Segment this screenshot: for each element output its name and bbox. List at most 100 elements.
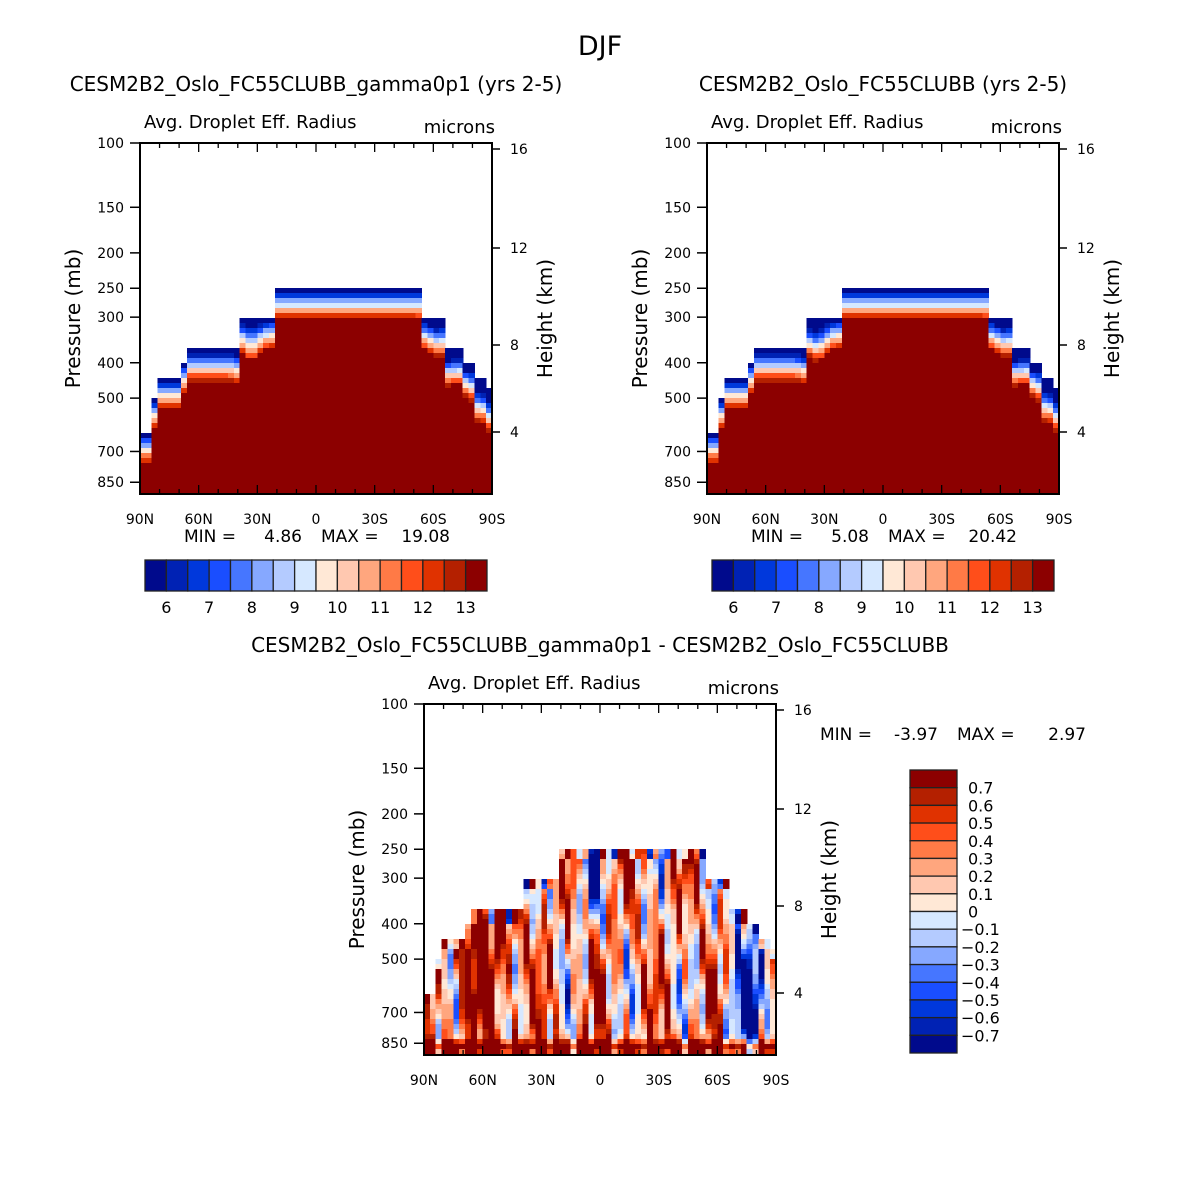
contour-cell [953,473,960,479]
contour-cell [404,308,411,314]
contour-cell [339,293,346,299]
contour-cell [877,468,884,474]
contour-cell [965,338,972,344]
contour-cell [445,478,452,484]
contour-cell [1047,403,1054,409]
contour-cell [941,423,949,429]
contour-cell [239,383,247,389]
contour-cell [151,478,159,484]
contour-cell [953,308,960,314]
contour-cell [163,473,170,479]
contour-cell [1035,398,1042,404]
contour-cell [494,914,501,920]
contour-cell [924,378,931,384]
contour-cell [447,999,454,1005]
contour-cell [971,393,978,399]
contour-cell [830,483,837,489]
contour-cell [877,438,884,444]
contour-cell [228,438,235,444]
contour-cell [424,994,431,1000]
contour-cell [795,488,802,494]
contour-cell [310,488,317,494]
contour-cell [239,398,247,404]
contour-cell [228,423,235,429]
contour-cell [233,393,241,399]
contour-cell [818,393,825,399]
contour-cell [321,343,329,349]
contour-cell [976,333,984,339]
contour-cell [327,423,335,429]
contour-cell [476,1014,484,1020]
contour-cell [800,358,808,364]
contour-cell [398,333,405,339]
contour-cell [450,363,458,369]
contour-cell [351,443,358,449]
contour-cell [292,343,299,349]
contour-cell [339,318,346,324]
contour-cell [368,488,376,494]
contour-cell [859,323,866,329]
contour-cell [836,403,843,409]
contour-cell [517,1039,525,1045]
contour-cell [380,408,387,414]
contour-cell [859,393,866,399]
contour-cell [1012,413,1019,419]
contour-cell [965,398,972,404]
contour-cell [468,453,475,459]
contour-cell [263,453,270,459]
contour-cell [535,1024,542,1030]
contour-cell [906,423,913,429]
contour-cell [228,433,235,439]
contour-cell [181,373,188,379]
contour-cell [947,428,954,434]
contour-cell [718,438,726,444]
contour-cell [795,463,802,469]
contour-cell [368,308,376,314]
contour-cell [1029,428,1037,434]
contour-cell [800,488,808,494]
contour-cell [841,458,849,464]
contour-cell [971,348,978,354]
contour-cell [181,438,188,444]
contour-cell [1023,388,1031,394]
contour-cell [1006,378,1013,384]
contour-cell [806,403,814,409]
contour-cell [988,463,996,469]
contour-cell [441,999,449,1005]
contour-cell [806,328,814,334]
contour-cell [877,433,884,439]
contour-cell [812,368,820,374]
contour-cell [424,1024,431,1030]
contour-cell [947,323,954,329]
contour-cell [192,448,200,454]
contour-cell [1041,428,1048,434]
contour-cell [783,348,790,354]
contour-cell [459,1034,466,1040]
contour-cell [806,318,814,324]
contour-cell [906,313,913,319]
contour-cell [470,994,478,1000]
contour-cell [982,328,990,334]
contour-cell [292,328,299,334]
contour-cell [345,478,352,484]
contour-cell [421,333,429,339]
contour-cell [145,483,153,489]
contour-cell [392,423,399,429]
contour-cell [216,428,223,434]
contour-cell [453,979,460,985]
contour-cell [965,403,972,409]
contour-cell [994,383,1001,389]
contour-cell [181,398,188,404]
colorbar-box [882,559,906,592]
contour-cell [541,1004,548,1010]
contour-cell [724,413,732,419]
contour-cell [421,473,429,479]
contour-cell [456,378,464,384]
contour-cell [971,478,978,484]
contour-cell [859,383,866,389]
contour-cell [806,438,814,444]
contour-cell [953,328,960,334]
contour-cell [547,969,554,975]
contour-cell [953,393,960,399]
contour-cell [818,343,825,349]
